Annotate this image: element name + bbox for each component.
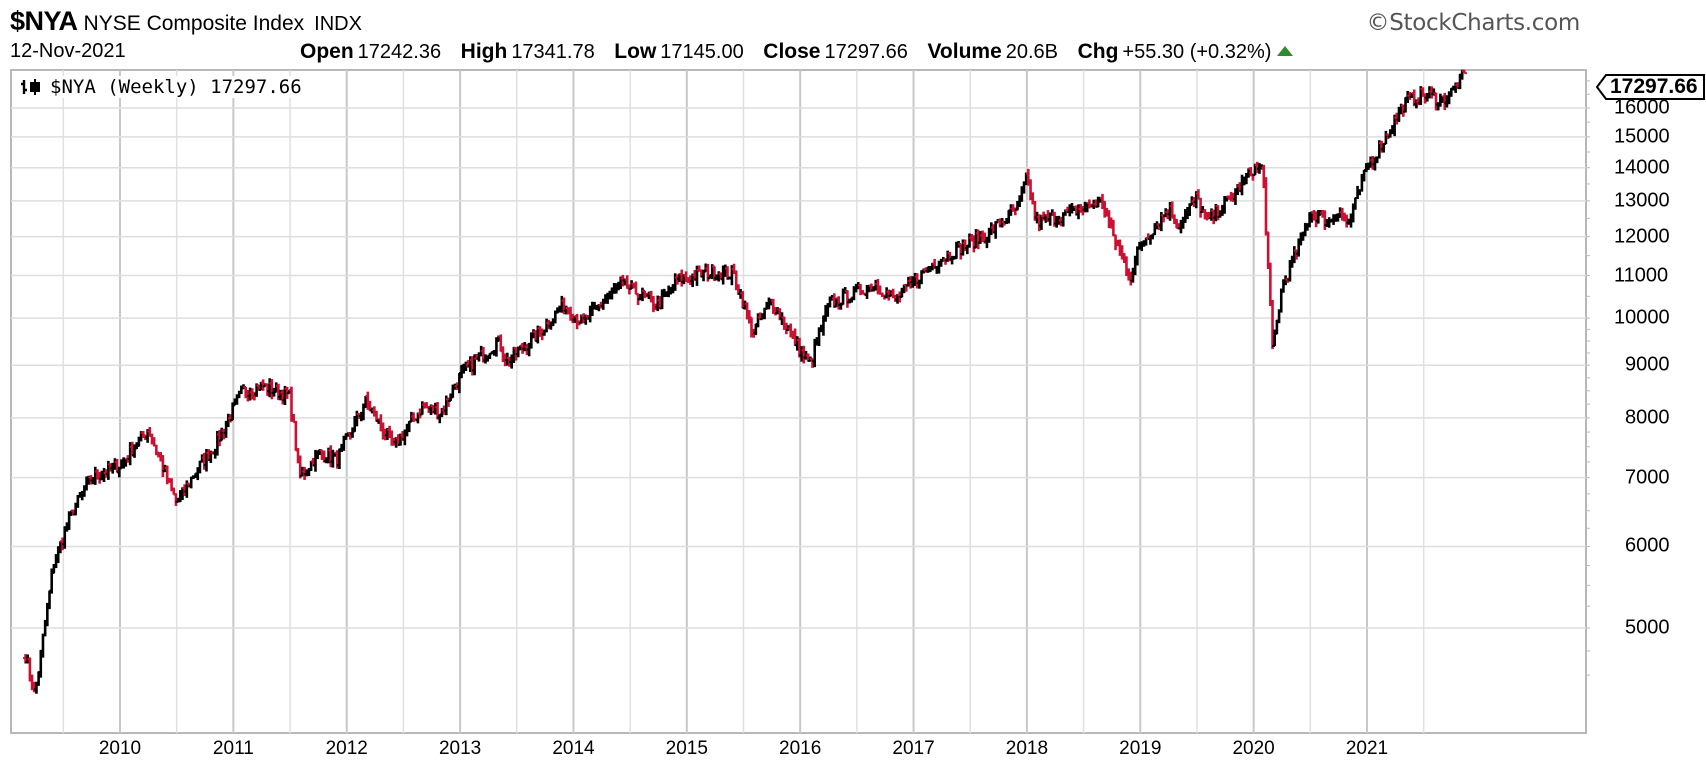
x-tick-label: 2016 <box>779 738 822 759</box>
x-tick-label: 2018 <box>1005 738 1049 759</box>
x-tick-label: 2020 <box>1232 738 1275 759</box>
volume-label: Volume <box>927 40 1002 63</box>
y-tick-label: 12000 <box>1614 225 1670 248</box>
chg-label: Chg <box>1077 40 1119 63</box>
copyright[interactable]: ©StockCharts.com <box>1366 10 1581 36</box>
x-tick-label: 2010 <box>98 738 142 759</box>
x-tick-label: 2017 <box>892 738 935 759</box>
quote-values: Open 17242.36 High 17341.78 Low 17145.00 Cl… <box>300 40 1294 64</box>
up-arrow-icon <box>1277 46 1294 56</box>
low-value: 17145.00 <box>660 41 744 63</box>
quote-date: 12-Nov-2021 <box>10 40 126 62</box>
symbol: $NYA <box>10 6 78 36</box>
legend-text: $NYA (Weekly) 17297.66 <box>50 76 302 98</box>
y-tick-label: 5000 <box>1625 616 1670 639</box>
x-tick-label: 2015 <box>665 738 708 759</box>
open-label: Open <box>300 40 354 63</box>
x-tick-label: 2019 <box>1119 738 1162 759</box>
y-tick-label: 8000 <box>1625 406 1670 429</box>
chg-value: +55.30 (+0.32%) <box>1122 41 1272 63</box>
x-tick-label: 2012 <box>325 738 368 759</box>
y-tick-label: 10000 <box>1614 306 1670 329</box>
last-price-tag: 17297.66 <box>1596 73 1706 101</box>
y-tick-label: 15000 <box>1614 125 1670 148</box>
close-label: Close <box>763 40 821 63</box>
open-value: 17242.36 <box>357 41 442 63</box>
last-price-value: 17297.66 <box>1610 75 1698 98</box>
close-value: 17297.66 <box>824 41 908 63</box>
y-tick-label: 9000 <box>1625 353 1670 376</box>
title-row: $NYA NYSE Composite Index INDX <box>10 6 362 36</box>
index-name: NYSE Composite Index <box>83 12 305 35</box>
x-tick-label: 2014 <box>552 738 595 759</box>
quote-info-row: 12-Nov-2021 Open 17242.36 High 17341.78 Lo… <box>10 40 1590 66</box>
exchange: INDX <box>314 13 362 35</box>
x-tick-label: 2021 <box>1345 738 1389 759</box>
x-tick-label: 2011 <box>212 738 254 759</box>
y-tick-label: 6000 <box>1625 534 1670 557</box>
ohlc-bars-icon <box>20 78 44 96</box>
low-label: Low <box>614 40 657 63</box>
y-tick-label: 16000 <box>1614 96 1670 119</box>
x-tick-label: 2013 <box>438 738 482 759</box>
y-tick-label: 14000 <box>1614 156 1670 179</box>
y-tick-label: 7000 <box>1625 466 1670 489</box>
volume-value: 20.6B <box>1005 41 1059 63</box>
y-tick-label: 11000 <box>1614 264 1669 286</box>
high-label: High <box>460 40 508 63</box>
high-value: 17341.78 <box>511 41 595 63</box>
y-tick-label: 13000 <box>1614 189 1670 212</box>
chart-legend: $NYA (Weekly) 17297.66 <box>16 76 306 98</box>
